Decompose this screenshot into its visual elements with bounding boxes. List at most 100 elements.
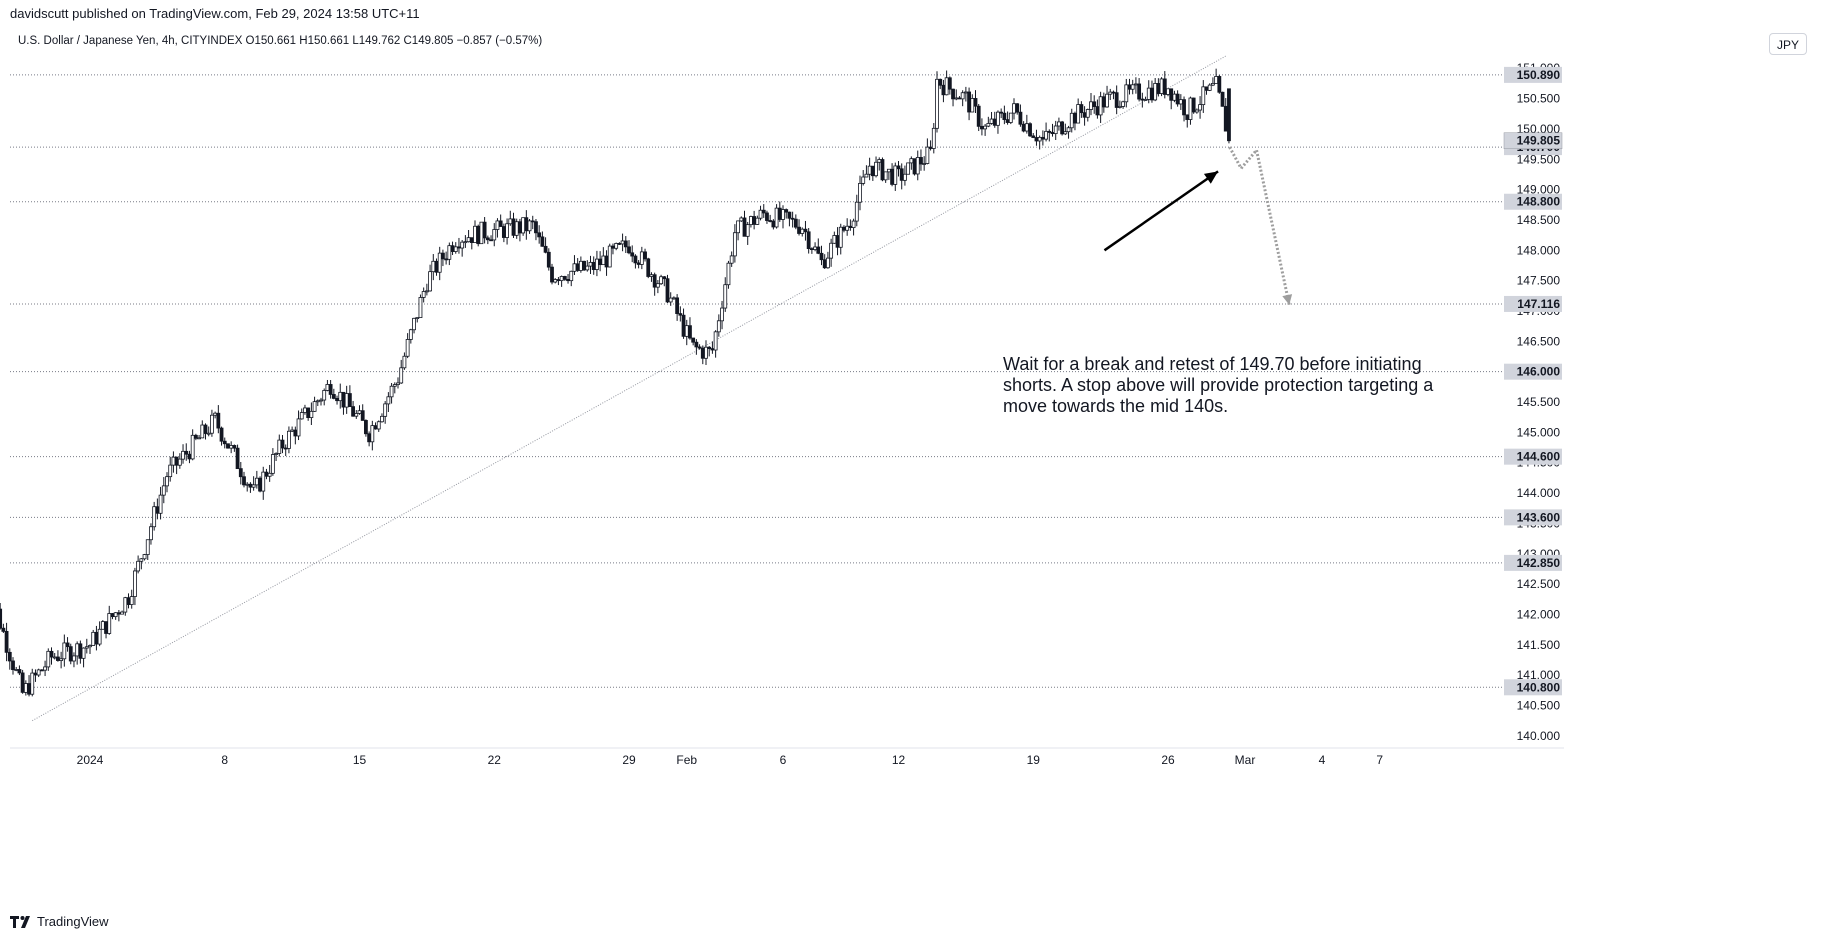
candle-up (1053, 125, 1058, 135)
candle-down (816, 246, 821, 254)
candle-up (277, 439, 282, 454)
candle-up (1159, 78, 1164, 94)
candle-up (1098, 96, 1103, 116)
candle-up (578, 260, 583, 271)
candle-up (909, 158, 914, 164)
candle-up (1134, 83, 1138, 86)
current-price-bg (1503, 132, 1563, 149)
y-tick-label: 150.500 (1517, 92, 1561, 106)
candlesticks (0, 68, 1231, 697)
candle-up (312, 401, 317, 412)
candle-down (556, 279, 561, 282)
candle-up (1207, 84, 1212, 91)
candle-up (383, 403, 388, 417)
y-tick-label: 142.500 (1517, 577, 1561, 591)
candle-up (463, 241, 468, 244)
candle-up (460, 241, 465, 249)
candle-down (1082, 112, 1087, 118)
candle-up (585, 265, 590, 271)
candle-up (886, 168, 891, 173)
candle-up (838, 226, 843, 248)
candle-down (928, 146, 933, 149)
projection-path (1228, 146, 1293, 306)
candle-up (123, 597, 128, 613)
candle-up (723, 284, 728, 309)
candle-up (165, 476, 169, 487)
candle-up (197, 437, 201, 440)
candle-down (973, 98, 978, 107)
candle-down (646, 258, 651, 277)
candle-down (617, 243, 622, 245)
x-tick-label: 6 (780, 753, 787, 767)
trendline-line (32, 55, 1226, 722)
candle-down (1060, 121, 1065, 135)
candle-down (694, 341, 699, 348)
candle-up (338, 391, 343, 402)
level-label: 146.000 (1517, 365, 1561, 379)
candle-up (922, 163, 927, 165)
candle-down (373, 425, 378, 430)
candle-down (643, 251, 647, 260)
candle-up (1198, 104, 1202, 111)
candle-up (245, 483, 250, 486)
time-axis: 2024 8 15 22 29 Feb 6 12 19 26 Mar 4 7 (77, 753, 1384, 767)
candle-up (437, 252, 442, 273)
candle-down (1015, 103, 1020, 113)
candle-up (649, 274, 654, 277)
candle-up (963, 91, 968, 94)
candle-up (177, 458, 182, 466)
candle-down (1182, 99, 1186, 116)
candle-down (1, 627, 6, 632)
candle-up (229, 445, 234, 449)
candle-down (809, 248, 814, 251)
candle-down (351, 406, 355, 417)
annotation-text-line: move towards the mid 140s. (1003, 396, 1228, 416)
candle-up (267, 472, 272, 477)
candle-down (524, 217, 529, 232)
candle-up (720, 307, 724, 322)
candle-down (941, 84, 946, 96)
projection-segment (1240, 149, 1258, 170)
candle-up (88, 645, 92, 648)
currency-button[interactable]: JPY (1769, 33, 1807, 55)
candle-up (396, 382, 400, 385)
candle-down (306, 407, 311, 418)
candle-up (601, 255, 606, 266)
candle-down (611, 245, 615, 249)
candle-up (120, 611, 124, 615)
candle-up (149, 526, 153, 541)
candle-up (200, 424, 205, 439)
candle-down (870, 165, 875, 177)
candle-down (7, 651, 12, 662)
candle-down (280, 439, 285, 449)
candle-down (1028, 123, 1032, 137)
candle-up (1188, 97, 1193, 120)
candle-down (765, 212, 769, 221)
candle-up (190, 434, 195, 460)
candle-up (473, 225, 477, 243)
x-tick-label: 12 (892, 753, 906, 767)
candle-down (360, 410, 365, 421)
candle-up (1012, 103, 1016, 114)
y-tick-label: 144.000 (1517, 486, 1561, 500)
candle-up (1066, 127, 1071, 133)
candle-up (296, 418, 301, 437)
candle-up (52, 656, 57, 659)
level-label-bg (1504, 363, 1562, 380)
candle-down (441, 252, 445, 260)
candle-down (848, 225, 853, 229)
candle-up (1153, 83, 1158, 101)
tradingview-logo[interactable]: TradingView (10, 914, 109, 929)
candle-down (752, 216, 757, 225)
candle-down (328, 384, 333, 395)
candle-up (1211, 82, 1215, 86)
candle-up (129, 596, 134, 605)
candle-up (1214, 76, 1219, 84)
candle-up (867, 165, 872, 175)
candle-up (781, 209, 785, 220)
candle-up (960, 92, 965, 100)
candle-down (116, 612, 121, 615)
candle-up (415, 317, 420, 320)
candle-down (919, 157, 923, 165)
